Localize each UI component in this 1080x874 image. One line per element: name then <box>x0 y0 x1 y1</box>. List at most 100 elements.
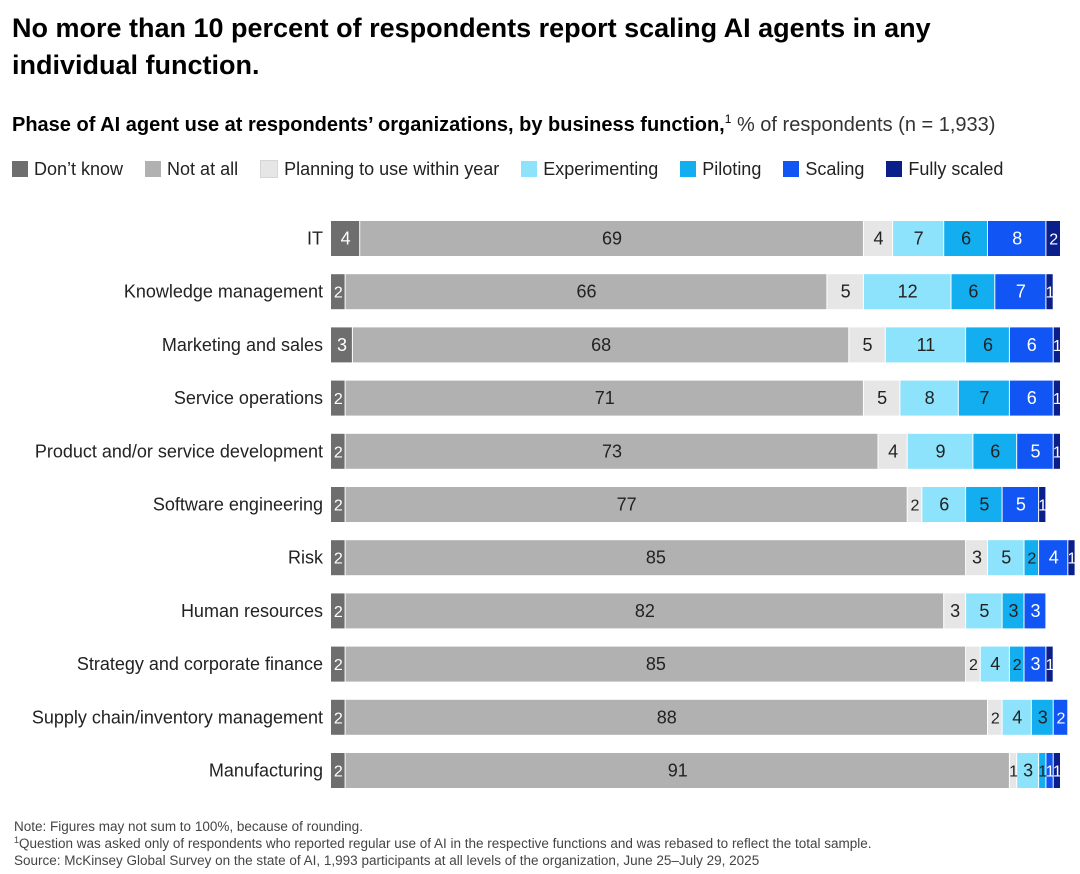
value-label-product-and-or-service-development-planning-to-use-within-year: 4 <box>888 441 898 461</box>
bar-strategy-and-corporate-finance-scaling <box>1024 646 1046 682</box>
value-label-supply-chain-inventory-management-experimenting: 4 <box>1012 707 1022 727</box>
value-label-knowledge-management-scaling: 7 <box>1016 282 1026 302</box>
bar-service-operations-scaling <box>1009 380 1053 416</box>
value-label-risk-piloting: 2 <box>1027 551 1036 568</box>
bar-it-experimenting <box>893 221 944 256</box>
value-label-knowledge-management-fully-scaled: 1 <box>1046 285 1055 302</box>
legend-label-piloting: Piloting <box>702 159 762 179</box>
value-label-knowledge-management-not-at-all: 66 <box>576 282 596 302</box>
legend-item-planning: Planning to use within year <box>260 158 499 180</box>
category-label-risk: Risk <box>288 548 324 568</box>
bar-strategy-and-corporate-finance-not-at-all <box>345 646 966 682</box>
bar-human-resources-not-at-all <box>345 593 944 629</box>
value-label-software-engineering-scaling: 5 <box>1016 495 1026 515</box>
bar-software-engineering-scaling <box>1002 487 1039 522</box>
bar-supply-chain-inventory-management-don-t-know <box>331 699 345 735</box>
bar-software-engineering-experimenting <box>922 487 966 522</box>
legend-swatch-not-at-all <box>145 161 162 177</box>
legend-swatch-piloting <box>680 161 697 177</box>
bar-human-resources-planning-to-use-within-year <box>944 593 966 629</box>
value-label-knowledge-management-don-t-know: 2 <box>334 285 343 302</box>
subtitle-footnote-mark: 1 <box>724 112 732 126</box>
value-label-supply-chain-inventory-management-planning-to-use-within-year: 2 <box>991 710 1000 727</box>
legend-label-scaling: Scaling <box>805 159 865 179</box>
value-label-product-and-or-service-development-not-at-all: 73 <box>602 441 622 461</box>
bar-knowledge-management-don-t-know <box>331 274 345 310</box>
value-label-marketing-and-sales-scaling: 6 <box>1027 335 1037 355</box>
legend-item-piloting: Piloting <box>680 158 761 180</box>
bar-human-resources-scaling <box>1024 593 1046 629</box>
bar-product-and-or-service-development-experimenting <box>907 433 973 469</box>
value-label-marketing-and-sales-don-t-know: 3 <box>337 335 347 355</box>
value-label-strategy-and-corporate-finance-fully-scaled: 1 <box>1046 657 1055 674</box>
legend-label-fully-scaled: Fully scaled <box>908 159 1004 179</box>
bar-service-operations-fully-scaled <box>1053 380 1060 416</box>
value-label-manufacturing-don-t-know: 2 <box>334 764 343 781</box>
value-label-service-operations-experimenting: 8 <box>925 388 935 408</box>
subtitle-unit: % of respondents (n = 1,933) <box>731 114 996 136</box>
value-label-human-resources-scaling: 3 <box>1030 601 1040 621</box>
footnote-text: Question was asked only of respondents w… <box>19 836 872 851</box>
value-label-software-engineering-not-at-all: 77 <box>617 495 637 515</box>
value-label-software-engineering-planning-to-use-within-year: 2 <box>911 498 920 515</box>
value-label-service-operations-piloting: 7 <box>979 388 989 408</box>
bar-it-scaling <box>988 221 1046 256</box>
bar-product-and-or-service-development-piloting <box>973 433 1017 469</box>
value-label-risk-don-t-know: 2 <box>334 551 343 568</box>
bar-service-operations-don-t-know <box>331 380 345 416</box>
value-label-marketing-and-sales-experimenting: 11 <box>917 335 936 355</box>
legend-swatch-dont-know <box>12 161 28 177</box>
value-label-software-engineering-piloting: 5 <box>979 495 989 515</box>
value-label-service-operations-don-t-know: 2 <box>334 391 343 408</box>
bar-manufacturing-fully-scaled <box>1053 753 1060 788</box>
bar-strategy-and-corporate-finance-piloting <box>1009 646 1024 682</box>
subtitle-main: Phase of AI agent use at respondents’ or… <box>12 114 725 136</box>
bar-software-engineering-planning-to-use-within-year <box>907 487 922 522</box>
bar-product-and-or-service-development-not-at-all <box>345 433 878 469</box>
bar-marketing-and-sales-experimenting <box>885 327 966 363</box>
source-line: Source: McKinsey Global Survey on the st… <box>14 853 760 868</box>
value-label-strategy-and-corporate-finance-piloting: 2 <box>1013 657 1022 674</box>
value-label-supply-chain-inventory-management-don-t-know: 2 <box>334 710 343 727</box>
bar-product-and-or-service-development-scaling <box>1017 433 1053 469</box>
value-label-it-experimenting: 7 <box>914 229 924 249</box>
bar-software-engineering-don-t-know <box>331 487 345 522</box>
bar-marketing-and-sales-not-at-all <box>352 327 849 363</box>
bar-supply-chain-inventory-management-experimenting <box>1002 699 1031 735</box>
value-label-marketing-and-sales-planning-to-use-within-year: 5 <box>863 335 873 355</box>
bar-knowledge-management-fully-scaled <box>1046 274 1053 310</box>
bar-it-planning-to-use-within-year <box>863 221 893 256</box>
legend-swatch-experimenting <box>521 161 538 177</box>
bar-marketing-and-sales-don-t-know <box>331 327 352 363</box>
bar-strategy-and-corporate-finance-experimenting <box>980 646 1009 682</box>
category-label-human-resources: Human resources <box>181 601 323 621</box>
category-label-supply-chain-inventory-management: Supply chain/inventory management <box>32 707 323 727</box>
value-label-supply-chain-inventory-management-not-at-all: 88 <box>657 707 677 727</box>
legend-label-planning: Planning to use within year <box>284 159 500 179</box>
chart-subtitle: Phase of AI agent use at respondents’ or… <box>12 112 995 138</box>
legend-item-scaling: Scaling <box>783 158 864 180</box>
legend-item-not-at-all: Not at all <box>145 158 238 180</box>
footnote-1: 1Question was asked only of respondents … <box>14 835 872 852</box>
bar-supply-chain-inventory-management-planning-to-use-within-year <box>988 699 1002 735</box>
bar-human-resources-don-t-know <box>331 593 345 629</box>
value-label-service-operations-not-at-all: 71 <box>595 388 615 408</box>
bar-manufacturing-don-t-know <box>331 753 345 788</box>
bar-human-resources-experimenting <box>966 593 1002 629</box>
bar-manufacturing-planning-to-use-within-year <box>1009 753 1017 788</box>
value-label-software-engineering-fully-scaled: 1 <box>1038 498 1047 515</box>
bar-it-piloting <box>944 221 987 256</box>
bar-risk-don-t-know <box>331 540 345 576</box>
value-label-manufacturing-experimenting: 3 <box>1023 761 1033 781</box>
value-label-manufacturing-piloting: 1 <box>1038 764 1047 781</box>
value-label-manufacturing-scaling: 1 <box>1046 764 1055 781</box>
value-label-service-operations-planning-to-use-within-year: 5 <box>877 388 887 408</box>
value-label-service-operations-fully-scaled: 1 <box>1053 391 1062 408</box>
value-label-strategy-and-corporate-finance-not-at-all: 85 <box>646 654 666 674</box>
category-label-product-and-or-service-development: Product and/or service development <box>35 441 323 461</box>
note-rounding: Note: Figures may not sum to 100%, becau… <box>14 819 363 834</box>
category-label-knowledge-management: Knowledge management <box>124 282 323 302</box>
category-label-service-operations: Service operations <box>174 388 323 408</box>
bar-marketing-and-sales-piloting <box>966 327 1009 363</box>
